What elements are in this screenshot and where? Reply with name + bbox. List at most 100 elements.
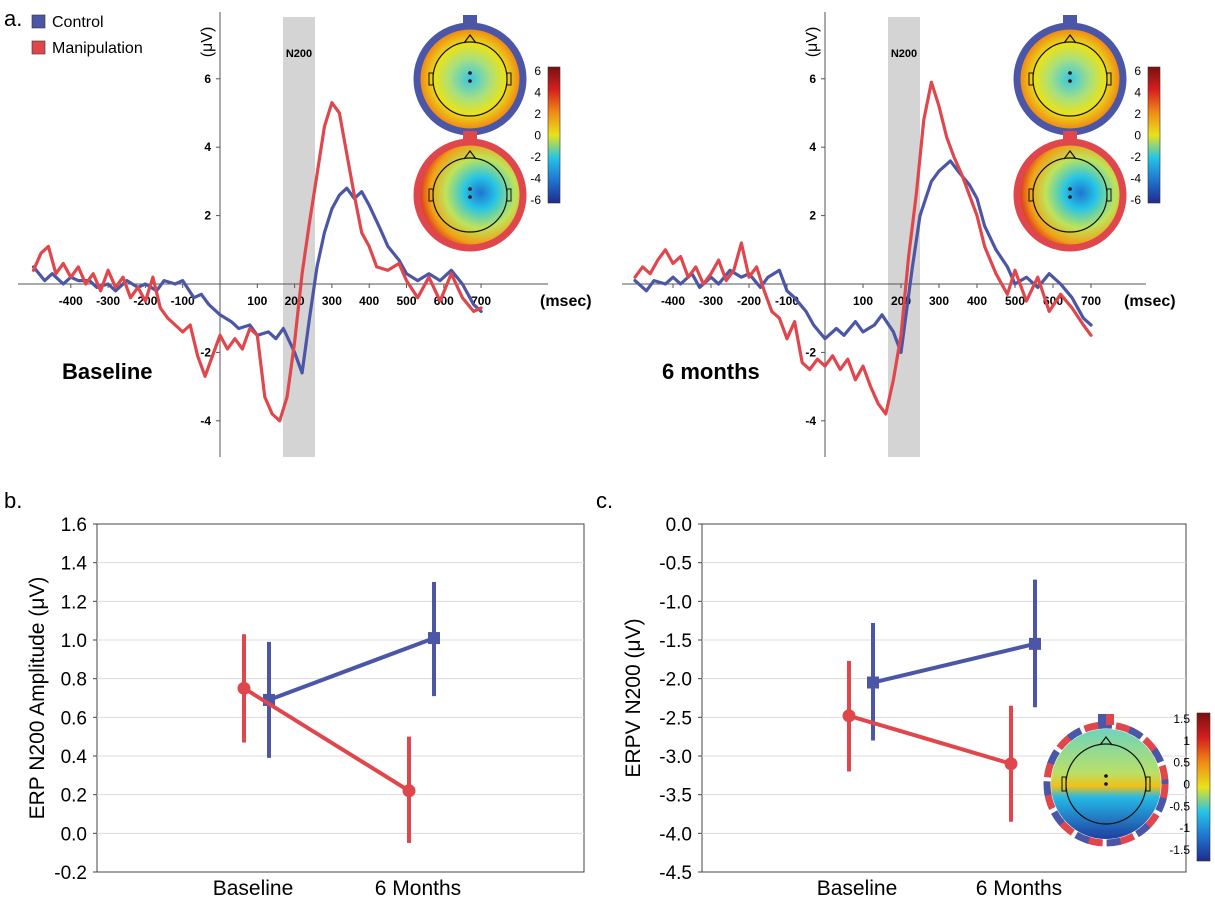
erp-plot-6-months: N200 (μV) (msec) -400 -300 -200 -100 100 200 3… [622, 12, 1176, 457]
y-tick-label: -1.5 [659, 631, 692, 652]
legend-swatch-control [31, 14, 46, 29]
y-tick-label: -0.5 [659, 554, 692, 575]
plot-area [701, 523, 1187, 873]
x-tick-label: Baseline [213, 877, 294, 900]
x-tick-label: 400 [359, 294, 379, 308]
colorbar-tick-label: -2 [530, 150, 541, 164]
y-tick-label: -4 [200, 414, 211, 428]
x-tick-label: 6 Months [375, 877, 461, 900]
n200-window [888, 17, 920, 457]
colorbar-tick-label: 2 [1134, 107, 1141, 121]
colorbar-tick-label: -6 [1130, 193, 1141, 207]
x-tick-label: 100 [853, 294, 873, 308]
y-tick-label: -2.5 [659, 708, 692, 729]
x-tick-label: 400 [967, 294, 987, 308]
colorbar-tick-label: -2 [1130, 150, 1141, 164]
y-tick-label: 0.2 [61, 786, 87, 807]
x-tick-label: 300 [322, 294, 342, 308]
y-tick-label: 0.8 [61, 670, 87, 691]
legend-swatch-manipulation [31, 40, 46, 55]
x-tick-label: 300 [929, 294, 949, 308]
x-tick-label: -100 [171, 294, 195, 308]
series-line-manipulation [31, 101, 483, 423]
y-tick-label: -3.0 [659, 747, 692, 768]
erp-plot-baseline: N200 (μV) (msec) -400 -300 -200 -100 100 200 3… [18, 12, 592, 457]
scalp-map-baseline-control [413, 15, 527, 136]
y-axis-label: ERP N200 Amplitude (μV) [26, 577, 49, 820]
y-tick-label: 1.0 [61, 631, 87, 652]
colorbar-tick-label: 6 [1134, 64, 1141, 78]
colorbar-baseline: 6 4 2 0 -2 -4 -6 [530, 64, 561, 207]
scalp-map-erpv-difference [1043, 714, 1169, 847]
series-line-control [31, 186, 483, 375]
colorbar-tick-label: -6 [530, 193, 541, 207]
x-tick-label: -400 [59, 294, 83, 308]
colorbar-tick-label: -1.5 [1169, 843, 1190, 857]
legend-label-control: Control [52, 14, 104, 31]
x-tick-label: -300 [699, 294, 723, 308]
scalp-map-6-months-manipulation [1013, 131, 1127, 252]
plot-area [96, 523, 585, 873]
y-axis-label: (μV) [804, 27, 821, 58]
series-line-manipulation [633, 80, 1093, 416]
colorbar-tick-label: 0 [534, 129, 541, 143]
colorbar-tick-label: 4 [1134, 86, 1141, 100]
y-tick-label: 0.0 [61, 824, 87, 845]
y-tick-label: -2.0 [659, 670, 692, 691]
x-tick-label: 700 [471, 294, 491, 308]
colorbar-erpv: 1.5 1 0.5 0 -0.5 -1 -1.5 [1169, 712, 1211, 862]
colorbar-tick-label: 0.5 [1173, 756, 1190, 770]
condition-label: 6 months [662, 359, 760, 384]
y-tick-label: -2 [200, 345, 211, 359]
scalp-map-baseline-manipulation [413, 131, 527, 252]
x-tick-label: 500 [1005, 294, 1025, 308]
y-tick-label: 1.6 [61, 515, 87, 536]
panel-label-c: c. [596, 488, 613, 513]
y-tick-label: -4.0 [659, 824, 692, 845]
series-line-control [268, 636, 435, 702]
x-tick-label: Baseline [817, 877, 898, 900]
y-tick-label: 4 [204, 140, 211, 154]
series-line-manipulation [848, 713, 1012, 766]
colorbar-tick-label: -4 [530, 172, 541, 186]
y-tick-label: -3.5 [659, 786, 692, 807]
x-tick-label: 700 [1081, 294, 1101, 308]
y-tick-label: 1.4 [61, 554, 88, 575]
y-tick-label: 6 [809, 72, 816, 86]
colorbar-tick-label: -1 [1179, 821, 1190, 835]
x-tick-label: -200 [737, 294, 761, 308]
data-point-manipulation [1004, 757, 1018, 771]
x-tick-label: 500 [396, 294, 416, 308]
colorbar-tick-label: 6 [534, 64, 541, 78]
x-tick-label: -400 [661, 294, 685, 308]
colorbar-tick-label: 0 [1183, 778, 1190, 792]
y-tick-label: -2 [805, 345, 816, 359]
data-point-manipulation [237, 681, 251, 695]
series-line-control [872, 641, 1036, 685]
colorbar-tick-label: 4 [534, 86, 541, 100]
y-tick-label: -4.5 [659, 863, 692, 884]
y-tick-label: 4 [809, 140, 816, 154]
colorbar-6-months: 6 4 2 0 -2 -4 -6 [1130, 64, 1161, 207]
x-tick-label: 100 [247, 294, 267, 308]
data-point-manipulation [402, 784, 416, 798]
colorbar-tick-label: -0.5 [1169, 799, 1190, 813]
y-tick-label: -0.2 [54, 863, 87, 884]
panel-label-b: b. [4, 488, 22, 513]
y-tick-label: 0.4 [61, 747, 88, 768]
colorbar-tick-label: 0 [1134, 129, 1141, 143]
n200-amplitude-plot: -0.2 0.0 0.2 0.4 0.6 0.8 1.0 1.2 1.4 1.6 Baseline… [26, 515, 585, 900]
condition-label: Baseline [62, 359, 153, 384]
n200-window-label: N200 [286, 48, 312, 60]
colorbar-tick-label: 2 [534, 107, 541, 121]
y-tick-label: -1.0 [659, 592, 692, 613]
panel-label-a: a. [4, 6, 22, 31]
y-tick-label: 2 [809, 209, 816, 223]
y-tick-label: 6 [204, 72, 211, 86]
data-point-control [428, 632, 440, 645]
legend: Control Manipulation [31, 14, 143, 57]
data-point-control [867, 676, 879, 689]
x-tick-label: -300 [96, 294, 120, 308]
y-axis-label: ERPV N200 (μV) [622, 618, 645, 777]
